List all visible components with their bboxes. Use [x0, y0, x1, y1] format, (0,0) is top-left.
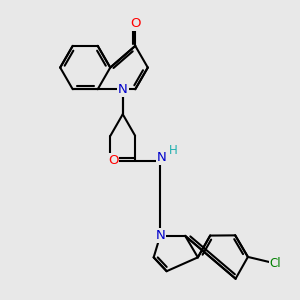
- Text: N: N: [155, 230, 165, 242]
- Text: N: N: [157, 151, 166, 164]
- Text: O: O: [108, 154, 118, 167]
- Text: Cl: Cl: [270, 257, 281, 270]
- Text: O: O: [130, 17, 140, 30]
- Text: H: H: [169, 144, 178, 157]
- Text: N: N: [118, 83, 128, 96]
